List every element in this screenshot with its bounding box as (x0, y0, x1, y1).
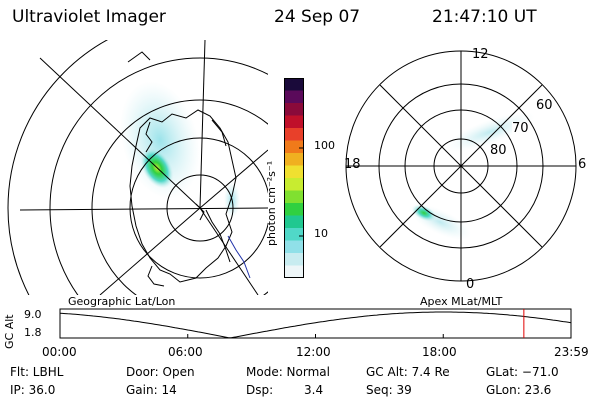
colorbar-segment (284, 228, 304, 241)
timeline-xtick: 18:00 (422, 345, 457, 359)
aurora-haze (120, 81, 200, 199)
dsp-value: 3.4 (304, 383, 324, 397)
mlt-label-6: 6 (578, 157, 587, 172)
colorbar-segment (284, 165, 304, 179)
coastline (129, 109, 237, 283)
timeline-ylabel: GC Alt (3, 314, 16, 349)
timeline-xtick: 06:00 (168, 345, 203, 359)
timeline-xtick: 23:59 (554, 345, 589, 359)
geographic-latitude: GLat: −71.0 (486, 365, 559, 379)
timeline-ytick-bottom: 1.8 (24, 326, 42, 339)
colorbar-segment (284, 265, 304, 278)
mlat-label-80: 80 (490, 143, 507, 158)
colorbar-tick-label: 100 (314, 139, 335, 152)
dsp-label: Dsp: (246, 383, 274, 397)
geographic-panel-label: Geographic Lat/Lon (68, 295, 176, 308)
colorbar-segment (284, 103, 304, 116)
colorbar-segment (284, 240, 304, 254)
colorbar-segment (284, 140, 304, 154)
colorbar-unit-label: photon cm⁻²s⁻¹ (265, 160, 278, 246)
colorbar-frame (284, 78, 304, 278)
color-bar (284, 78, 304, 278)
geographic-grid (7, 40, 268, 295)
gc-altitude: GC Alt: 7.4 Re (366, 365, 450, 379)
sequence-number: Seq: 39 (366, 383, 412, 397)
ip-value: IP: 36.0 (10, 383, 56, 397)
instrument-title: Ultraviolet Imager (12, 7, 166, 27)
colorbar-segment (284, 115, 304, 129)
timeline-ytick-top: 9.0 (24, 308, 42, 321)
colorbar-segment (284, 128, 304, 141)
geographic-longitude: GLon: 23.6 (486, 383, 552, 397)
colorbar-segment (284, 90, 304, 104)
mlat-label-70: 70 (512, 121, 529, 136)
gain-value: Gain: 14 (126, 383, 177, 397)
colorbar-segment (284, 178, 304, 191)
image-date: 24 Sep 07 (274, 7, 361, 27)
image-time: 21:47:10 UT (432, 7, 537, 27)
mode-value: Mode: Normal (246, 365, 330, 379)
mlat-label-60: 60 (536, 98, 553, 113)
colorbar-segment (284, 153, 304, 166)
colorbar-tick-label: 10 (314, 227, 328, 240)
colorbar-segment (284, 78, 304, 91)
colorbar-segment (284, 215, 304, 229)
timeline-xtick: 00:00 (42, 345, 77, 359)
magnetic-panel-label: Apex MLat/MLT (420, 295, 503, 308)
colorbar-segment (284, 253, 304, 266)
mlt-label-18: 18 (344, 157, 361, 172)
door-status: Door: Open (126, 365, 195, 379)
colorbar-segment (284, 203, 304, 216)
mlt-label-12: 12 (472, 47, 489, 62)
timeline-xtick: 12:00 (296, 345, 331, 359)
colorbar-segment (284, 190, 304, 204)
mlt-label-0: 0 (466, 277, 475, 292)
filter-value: Flt: LBHL (10, 365, 64, 379)
